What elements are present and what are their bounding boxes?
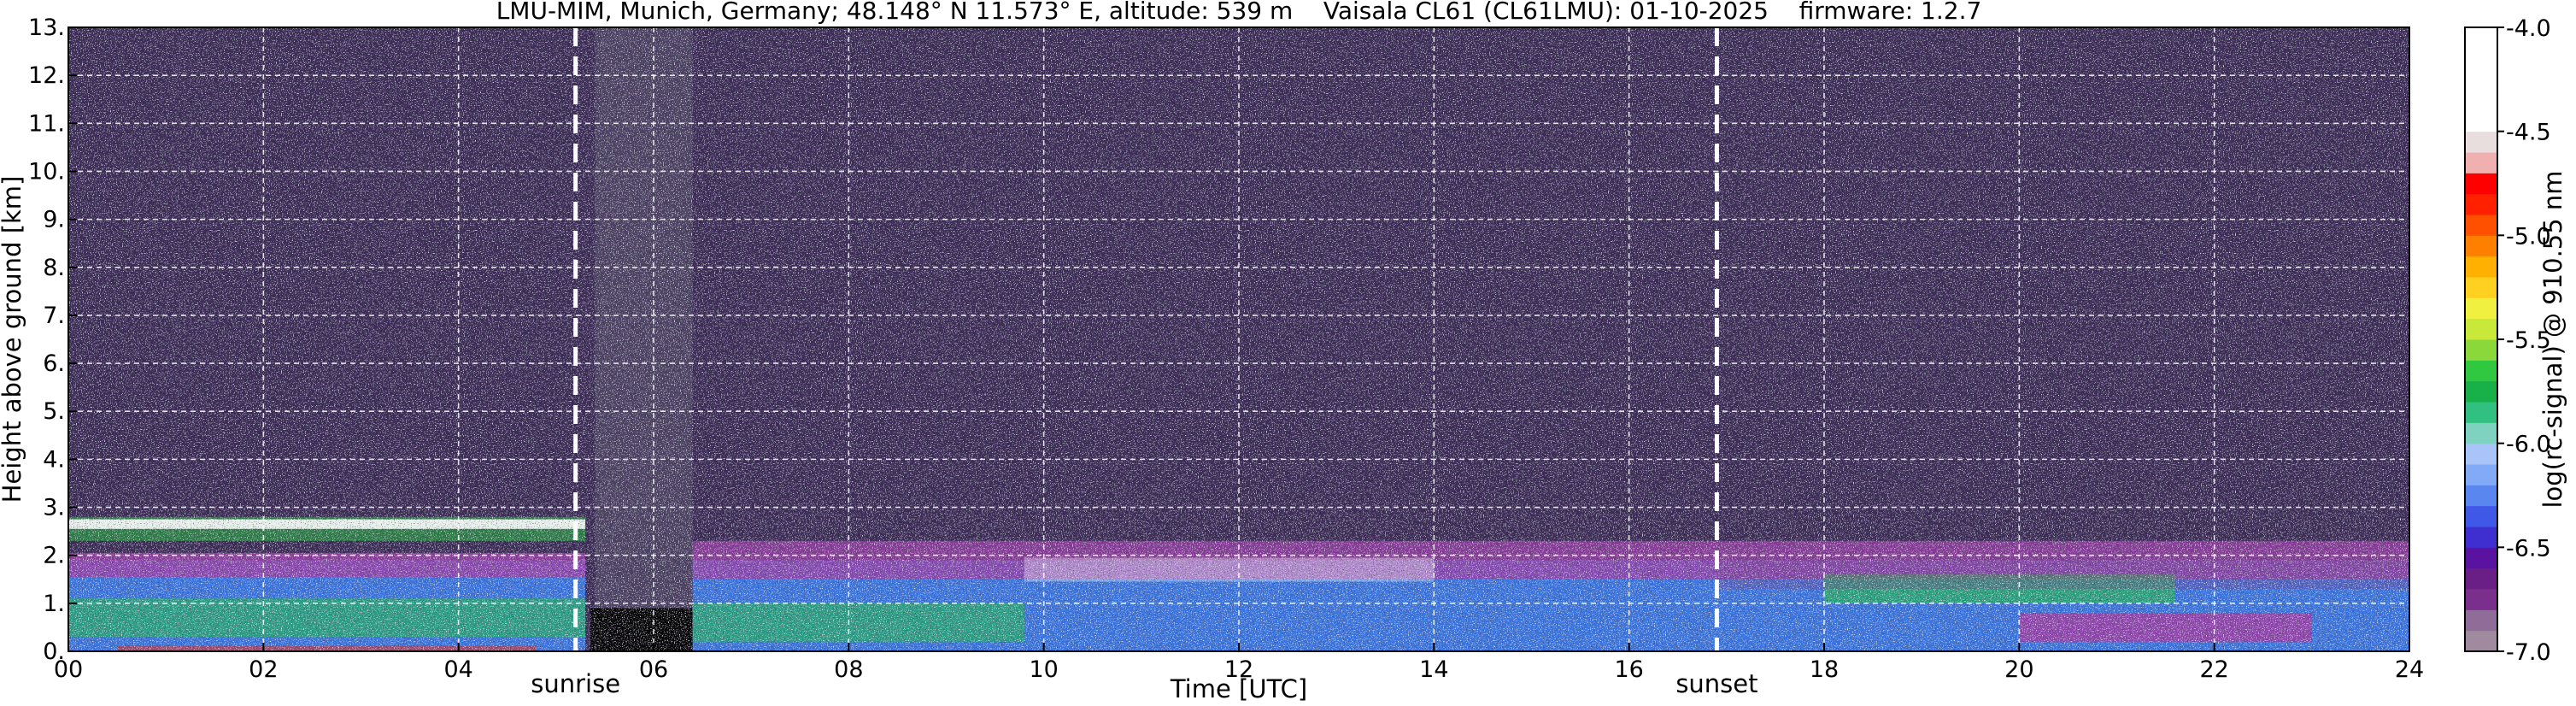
x-tick-label: 18 bbox=[1810, 656, 1839, 683]
colorbar-swatch bbox=[2465, 630, 2497, 652]
x-axis-label: Time [UTC] bbox=[1170, 674, 1307, 703]
x-tick-label: 14 bbox=[1419, 656, 1448, 683]
x-axis: 00 02 04 06 08 10 12 14 16 18 20 22 24 bbox=[54, 643, 2424, 683]
x-tick-label: 16 bbox=[1614, 656, 1643, 683]
y-tick-label: 5. bbox=[43, 398, 65, 425]
colorbar-swatch bbox=[2465, 90, 2497, 111]
colorbar-swatch bbox=[2465, 360, 2497, 382]
colorbar-swatch bbox=[2465, 152, 2497, 174]
colorbar-swatch bbox=[2465, 48, 2497, 70]
colorbar-tick-label: -6.5 bbox=[2506, 535, 2551, 562]
annotations: sunrise sunset bbox=[531, 669, 1757, 698]
grid bbox=[68, 27, 2409, 651]
x-tick-label: 04 bbox=[443, 656, 472, 683]
colorbar-tick-label: -7.0 bbox=[2506, 639, 2551, 666]
y-tick-label: 3. bbox=[43, 495, 65, 521]
y-tick-label: 13. bbox=[28, 15, 65, 41]
colorbar-swatch bbox=[2465, 589, 2497, 610]
x-tick-label: 06 bbox=[639, 656, 668, 683]
x-tick-label: 12 bbox=[1224, 656, 1253, 683]
colorbar-swatch bbox=[2465, 568, 2497, 590]
colorbar-swatch bbox=[2465, 402, 2497, 423]
x-tick-label: 00 bbox=[54, 656, 83, 683]
x-tick-label: 10 bbox=[1029, 656, 1058, 683]
colorbar: -7.0 -6.5 -6.0 -5.5 -5.0 -4.5 -4.0 bbox=[2464, 15, 2551, 666]
colorbar-swatch bbox=[2465, 527, 2497, 548]
chart-title: LMU-MIM, Munich, Germany; 48.148° N 11.5… bbox=[496, 0, 1982, 25]
y-tick-label: 11. bbox=[28, 110, 65, 137]
y-tick-label: 12. bbox=[28, 62, 65, 89]
colorbar-swatch bbox=[2465, 215, 2497, 236]
y-tick-label: 6. bbox=[43, 350, 65, 377]
y-tick-label: 0. bbox=[43, 638, 65, 665]
colorbar-swatch bbox=[2465, 131, 2497, 153]
y-tick-label: 9. bbox=[43, 207, 65, 233]
y-axis: 0. 1. 2. 3. 4. 5. 6. 7. 8. 9. 10. 11. 12. 13. bbox=[28, 15, 77, 665]
x-tick-label: 08 bbox=[834, 656, 863, 683]
plot-area bbox=[68, 27, 2409, 651]
colorbar-swatch bbox=[2465, 256, 2497, 278]
colorbar-swatch bbox=[2465, 193, 2497, 215]
colorbar-swatch bbox=[2465, 173, 2497, 195]
colorbar-swatch bbox=[2465, 380, 2497, 403]
colorbar-swatch bbox=[2465, 443, 2497, 465]
colorbar-swatch bbox=[2465, 505, 2497, 527]
colorbar-swatch bbox=[2465, 277, 2497, 298]
colorbar-swatch bbox=[2465, 547, 2497, 569]
colorbar-tick-label: -5.5 bbox=[2506, 327, 2551, 354]
colorbar-swatch bbox=[2465, 339, 2497, 361]
colorbar-swatch bbox=[2465, 485, 2497, 507]
y-tick-label: 8. bbox=[43, 255, 65, 281]
y-axis-label: Height above ground [km] bbox=[0, 176, 26, 503]
x-tick-label: 24 bbox=[2395, 656, 2424, 683]
y-tick-label: 4. bbox=[43, 446, 65, 473]
colorbar-tick-label: -6.0 bbox=[2506, 432, 2551, 458]
y-tick-label: 10. bbox=[28, 158, 65, 185]
colorbar-tick-label: -4.5 bbox=[2506, 120, 2551, 146]
colorbar-swatch bbox=[2465, 27, 2497, 49]
colorbar-tick-label: -4.0 bbox=[2506, 15, 2551, 42]
colorbar-swatch bbox=[2465, 68, 2497, 91]
x-tick-label: 22 bbox=[2199, 656, 2228, 683]
sunset-label: sunset bbox=[1675, 669, 1757, 698]
colorbar-swatch bbox=[2465, 422, 2497, 444]
y-tick-label: 1. bbox=[43, 591, 65, 617]
colorbar-label: log(rc-signal) @ 910.55 nm bbox=[2538, 170, 2567, 508]
sun-markers bbox=[573, 27, 1719, 651]
x-tick-label: 02 bbox=[249, 656, 278, 683]
colorbar-swatch bbox=[2465, 464, 2497, 485]
colorbar-swatch bbox=[2465, 297, 2497, 320]
colorbar-tick-label: -5.0 bbox=[2506, 223, 2551, 250]
colorbar-swatch bbox=[2465, 110, 2497, 132]
colorbar-swatch bbox=[2465, 235, 2497, 257]
colorbar-swatch bbox=[2465, 609, 2497, 632]
y-tick-label: 2. bbox=[43, 543, 65, 569]
y-tick-label: 7. bbox=[43, 303, 65, 329]
x-tick-label: 20 bbox=[2004, 656, 2033, 683]
sunrise-label: sunrise bbox=[531, 669, 620, 698]
colorbar-swatch bbox=[2465, 318, 2497, 340]
